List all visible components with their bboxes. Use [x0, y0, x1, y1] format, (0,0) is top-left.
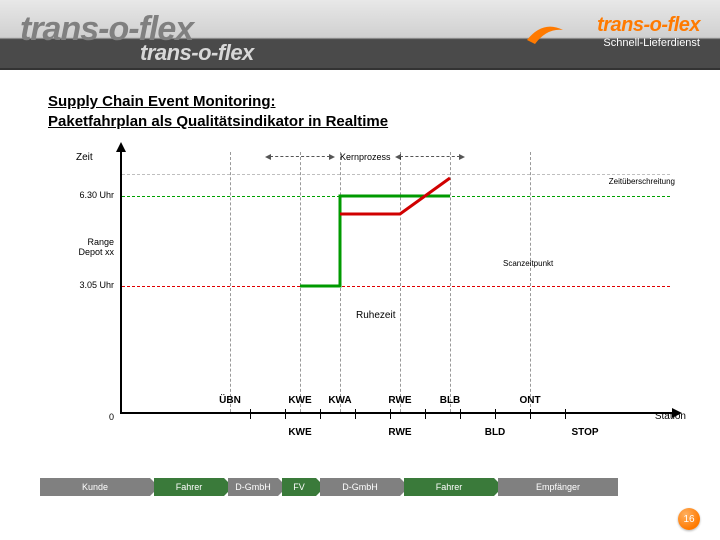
- x-station-label: KWE: [288, 395, 311, 406]
- process-tick: [285, 409, 286, 419]
- process-tick: [565, 409, 566, 419]
- page-title: Supply Chain Event Monitoring: Paketfahr…: [48, 92, 388, 131]
- process-tick: [390, 409, 391, 419]
- actor-empfänger: Empfänger: [498, 478, 618, 496]
- actor-fahrer: Fahrer: [154, 478, 224, 496]
- process-label: BLD: [485, 427, 506, 438]
- x-station-label: KWA: [328, 395, 351, 406]
- brand-band-text: trans-o-flex: [140, 40, 254, 66]
- header: trans-o-flex trans-o-flex trans-o-flex S…: [0, 0, 720, 70]
- zeitueberschreitung-label: Zeitüberschreitung: [606, 176, 678, 187]
- process-tick: [460, 409, 461, 419]
- actor-d-gmbh: D-GmbH: [320, 478, 400, 496]
- x-station-label: RWE: [388, 395, 411, 406]
- process-tick: [320, 409, 321, 419]
- process-label: KWE: [288, 427, 311, 438]
- process-tick: [530, 409, 531, 419]
- actor-fahrer: Fahrer: [404, 478, 494, 496]
- process-tick: [495, 409, 496, 419]
- process-tick: [425, 409, 426, 419]
- x-station-label: ÜBN: [219, 395, 241, 406]
- brand-logo-right: trans-o-flex Schnell-Lieferdienst: [597, 14, 700, 49]
- title-line-2: Paketfahrplan als Qualitätsindikator in …: [48, 112, 388, 132]
- process-tick: [355, 409, 356, 419]
- plot-lines: [40, 150, 680, 414]
- process-label: RWE: [388, 427, 411, 438]
- chart-area: Zeit Station Kernprozess 6.30 Uhr RangeD…: [40, 150, 680, 440]
- actor-kunde: Kunde: [40, 478, 150, 496]
- ruhezeit-label: Ruhezeit: [356, 310, 395, 321]
- brand-text: trans-o-flex: [597, 14, 700, 37]
- brand-subtitle: Schnell-Lieferdienst: [597, 37, 700, 49]
- x-station-label: ONT: [519, 395, 540, 406]
- x-station-label: BLB: [440, 395, 461, 406]
- actor-fv: FV: [282, 478, 316, 496]
- process-label: STOP: [571, 427, 598, 438]
- process-tick: [250, 409, 251, 419]
- title-line-1: Supply Chain Event Monitoring:: [48, 92, 388, 112]
- scanzeitpunkt-label: Scanzeitpunkt: [500, 258, 556, 269]
- page-number-badge: 16: [678, 508, 700, 530]
- brand-swoosh-icon: [525, 18, 565, 48]
- actor-flow: KundeFahrerD-GmbHFVD-GmbHFahrerEmpfänger: [40, 478, 680, 500]
- actor-d-gmbh: D-GmbH: [228, 478, 278, 496]
